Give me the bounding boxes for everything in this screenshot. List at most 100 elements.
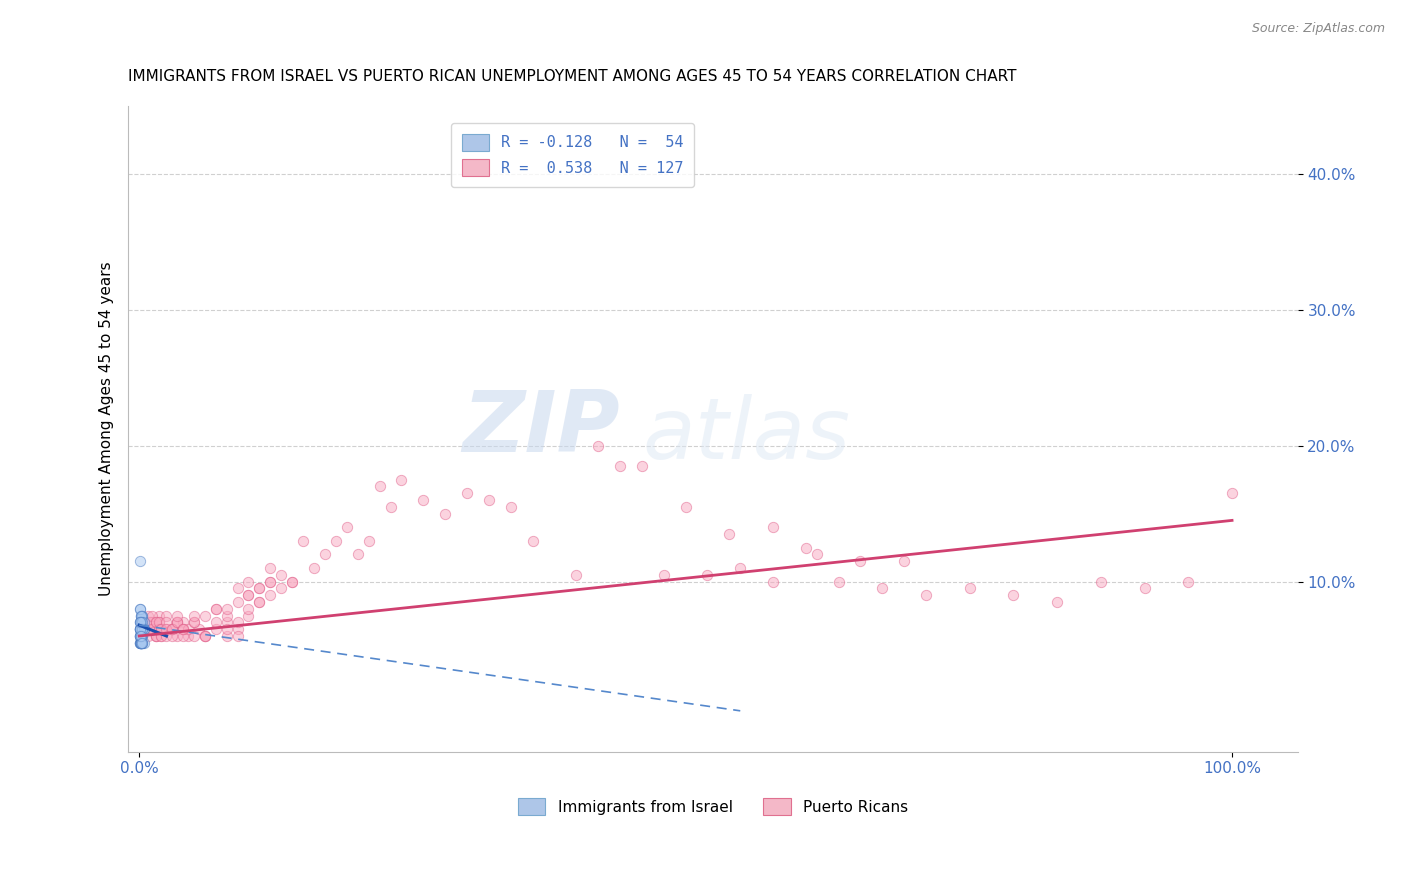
Point	[1002, 588, 1025, 602]
Point	[132, 622, 155, 636]
Point	[172, 622, 194, 636]
Y-axis label: Unemployment Among Ages 45 to 54 years: Unemployment Among Ages 45 to 54 years	[100, 261, 114, 596]
Point	[132, 636, 155, 650]
Point	[155, 622, 177, 636]
Point	[194, 629, 217, 643]
Point	[131, 622, 153, 636]
Point	[226, 629, 249, 643]
Point	[281, 574, 304, 589]
Point	[215, 622, 238, 636]
Point	[129, 602, 152, 616]
Point	[131, 636, 153, 650]
Point	[141, 622, 163, 636]
Point	[166, 615, 188, 630]
Point	[148, 615, 170, 630]
Point	[131, 608, 153, 623]
Point	[302, 561, 325, 575]
Point	[150, 622, 173, 636]
Point	[696, 567, 718, 582]
Point	[160, 622, 183, 636]
Point	[148, 615, 170, 630]
Point	[131, 622, 153, 636]
Point	[456, 486, 478, 500]
Point	[314, 548, 336, 562]
Point	[270, 567, 292, 582]
Point	[247, 595, 270, 609]
Point	[141, 615, 163, 630]
Point	[238, 574, 260, 589]
Point	[586, 439, 609, 453]
Point	[131, 622, 153, 636]
Point	[183, 608, 205, 623]
Point	[155, 622, 177, 636]
Point	[150, 629, 173, 643]
Point	[609, 458, 631, 473]
Point	[652, 567, 675, 582]
Point	[827, 574, 849, 589]
Point	[145, 629, 167, 643]
Point	[136, 629, 159, 643]
Point	[259, 574, 281, 589]
Text: IMMIGRANTS FROM ISRAEL VS PUERTO RICAN UNEMPLOYMENT AMONG AGES 45 TO 54 YEARS CO: IMMIGRANTS FROM ISRAEL VS PUERTO RICAN U…	[128, 69, 1017, 84]
Point	[215, 629, 238, 643]
Point	[238, 602, 260, 616]
Point	[247, 595, 270, 609]
Point	[131, 615, 153, 630]
Point	[131, 629, 153, 643]
Point	[166, 608, 188, 623]
Point	[675, 500, 697, 514]
Point	[131, 629, 153, 643]
Point	[155, 608, 177, 623]
Text: atlas: atlas	[643, 393, 851, 476]
Point	[131, 636, 153, 650]
Point	[238, 588, 260, 602]
Point	[145, 629, 167, 643]
Point	[166, 629, 188, 643]
Point	[194, 608, 217, 623]
Point	[259, 574, 281, 589]
Point	[177, 629, 200, 643]
Point	[129, 615, 152, 630]
Point	[129, 629, 152, 643]
Point	[132, 622, 155, 636]
Point	[872, 582, 894, 596]
Point	[131, 615, 153, 630]
Point	[145, 615, 167, 630]
Point	[1220, 486, 1243, 500]
Text: Source: ZipAtlas.com: Source: ZipAtlas.com	[1251, 22, 1385, 36]
Point	[794, 541, 817, 555]
Point	[134, 622, 156, 636]
Point	[270, 582, 292, 596]
Point	[131, 636, 153, 650]
Text: ZIP: ZIP	[461, 387, 620, 470]
Point	[762, 574, 785, 589]
Point	[718, 527, 741, 541]
Point	[434, 507, 457, 521]
Point	[1090, 574, 1112, 589]
Point	[478, 493, 501, 508]
Point	[204, 602, 226, 616]
Point	[915, 588, 938, 602]
Point	[292, 533, 315, 548]
Point	[145, 615, 167, 630]
Point	[204, 602, 226, 616]
Point	[172, 622, 194, 636]
Point	[893, 554, 915, 568]
Point	[129, 554, 152, 568]
Point	[129, 629, 152, 643]
Point	[129, 615, 152, 630]
Point	[129, 622, 152, 636]
Point	[129, 615, 152, 630]
Point	[1046, 595, 1069, 609]
Point	[150, 622, 173, 636]
Point	[259, 561, 281, 575]
Point	[131, 629, 153, 643]
Point	[131, 615, 153, 630]
Point	[148, 622, 170, 636]
Point	[129, 636, 152, 650]
Point	[129, 636, 152, 650]
Point	[1133, 582, 1156, 596]
Point	[172, 629, 194, 643]
Point	[412, 493, 434, 508]
Point	[194, 629, 217, 643]
